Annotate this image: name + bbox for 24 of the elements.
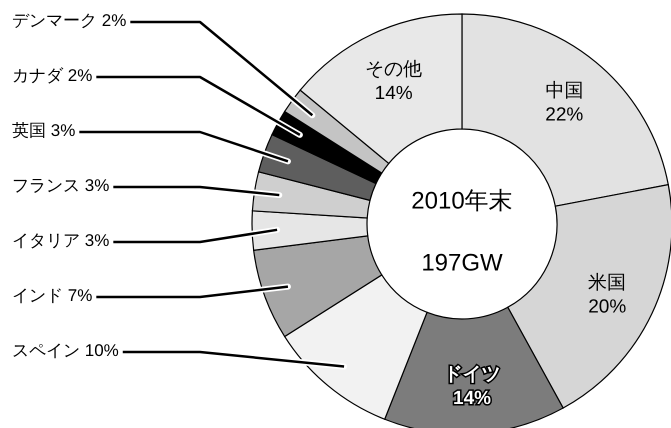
data-label: 2% (102, 11, 126, 30)
slice-label: ドイツ (444, 364, 501, 386)
slice-label: 英国 (12, 121, 51, 140)
data-label: 3% (50, 121, 76, 140)
slice-label: 米国 (588, 272, 626, 294)
data-label: 3% (84, 176, 110, 196)
text: 197GW (421, 249, 504, 276)
data-label: 14% (453, 388, 492, 410)
data-label: 22% (545, 104, 584, 126)
slice-label: イタリア (12, 231, 85, 250)
slice-label: カナダ (12, 66, 68, 86)
slice-label: インド (12, 286, 68, 306)
slice-label: デンマーク (12, 11, 102, 30)
slice-label: 中国 (545, 80, 584, 102)
data-label: 2% (68, 66, 92, 86)
data-label: 20% (588, 296, 626, 318)
data-label: 7% (68, 286, 92, 306)
slice-label: フランス (12, 176, 85, 196)
data-label: 10% (84, 341, 119, 360)
slice-label: スペイン (12, 341, 85, 360)
data-label: 14% (374, 82, 413, 104)
slice-label: その他 (365, 58, 422, 80)
text: 2010年末 (411, 187, 513, 214)
data-label: 3% (84, 231, 110, 250)
